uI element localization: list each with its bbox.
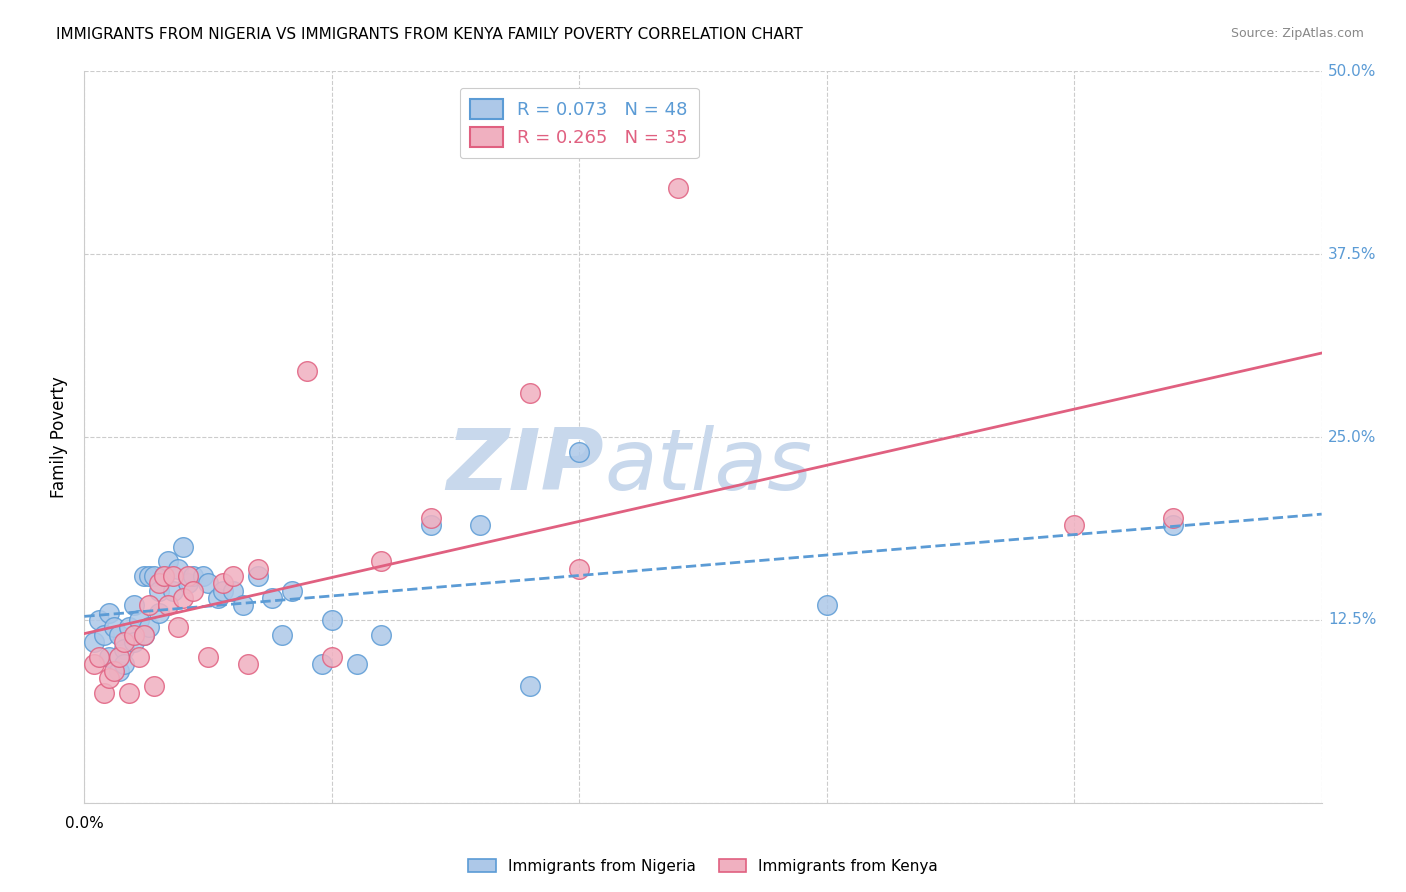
Point [172,540,194,554]
Point [148,576,170,591]
Point [138,569,160,583]
Point [142,679,165,693]
Point [162,569,184,583]
Point [122,635,145,649]
Point [419,510,441,524]
Point [152,569,174,583]
Point [246,569,269,583]
Point [138,599,160,613]
Legend: Immigrants from Nigeria, Immigrants from Kenya: Immigrants from Nigeria, Immigrants from… [463,853,943,880]
Point [132,569,155,583]
Point [236,657,259,671]
Point [112,642,135,657]
Point [346,657,368,671]
Point [98,672,121,686]
Point [167,620,190,634]
Text: atlas: atlas [605,425,813,508]
Point [89,649,111,664]
Point [122,599,145,613]
Point [181,583,204,598]
Point [1161,510,1184,524]
Text: 37.5%: 37.5% [1327,247,1376,261]
Point [177,569,200,583]
Point [112,657,135,671]
Point [132,627,155,641]
Point [370,627,392,641]
Point [83,657,105,671]
Point [568,444,591,458]
Point [148,606,170,620]
Point [246,562,269,576]
Point [1063,517,1085,532]
Point [197,649,219,664]
Point [93,627,115,641]
Point [519,386,541,401]
Point [172,591,194,605]
Point [157,599,180,613]
Point [222,569,245,583]
Point [191,569,214,583]
Point [108,627,131,641]
Text: IMMIGRANTS FROM NIGERIA VS IMMIGRANTS FROM KENYA FAMILY POVERTY CORRELATION CHAR: IMMIGRANTS FROM NIGERIA VS IMMIGRANTS FR… [56,27,803,42]
Point [271,627,294,641]
Text: 0.0%: 0.0% [65,816,104,831]
Point [666,181,689,195]
Point [232,599,254,613]
Point [321,613,343,627]
Point [815,599,838,613]
Point [222,583,245,598]
Point [118,686,141,700]
Point [262,591,284,605]
Point [112,635,135,649]
Point [419,517,441,532]
Point [162,583,184,598]
Point [167,562,190,576]
Point [128,649,150,664]
Point [519,679,541,693]
Point [152,569,174,583]
Point [108,664,131,678]
Text: 50.0%: 50.0% [1327,64,1376,78]
Y-axis label: Family Poverty: Family Poverty [51,376,69,498]
Point [103,620,125,634]
Point [98,606,121,620]
Point [138,620,160,634]
Point [103,664,125,678]
Point [148,583,170,598]
Point [311,657,333,671]
Point [177,576,200,591]
Point [207,591,229,605]
Point [132,627,155,641]
Point [128,613,150,627]
Point [93,686,115,700]
Point [370,554,392,568]
Point [1161,517,1184,532]
Text: 12.5%: 12.5% [1327,613,1376,627]
Point [212,583,235,598]
Point [321,649,343,664]
Point [295,364,318,378]
Point [98,649,121,664]
Point [89,613,111,627]
Text: Source: ZipAtlas.com: Source: ZipAtlas.com [1230,27,1364,40]
Text: 25.0%: 25.0% [1327,430,1376,444]
Point [83,635,105,649]
Point [108,649,131,664]
Point [122,627,145,641]
Point [181,569,204,583]
Point [142,569,165,583]
Point [281,583,304,598]
Point [197,576,219,591]
Point [568,562,591,576]
Point [118,620,141,634]
Text: ZIP: ZIP [446,425,605,508]
Point [470,517,492,532]
Legend: R = 0.073   N = 48, R = 0.265   N = 35: R = 0.073 N = 48, R = 0.265 N = 35 [460,87,699,158]
Point [157,554,180,568]
Point [212,576,235,591]
